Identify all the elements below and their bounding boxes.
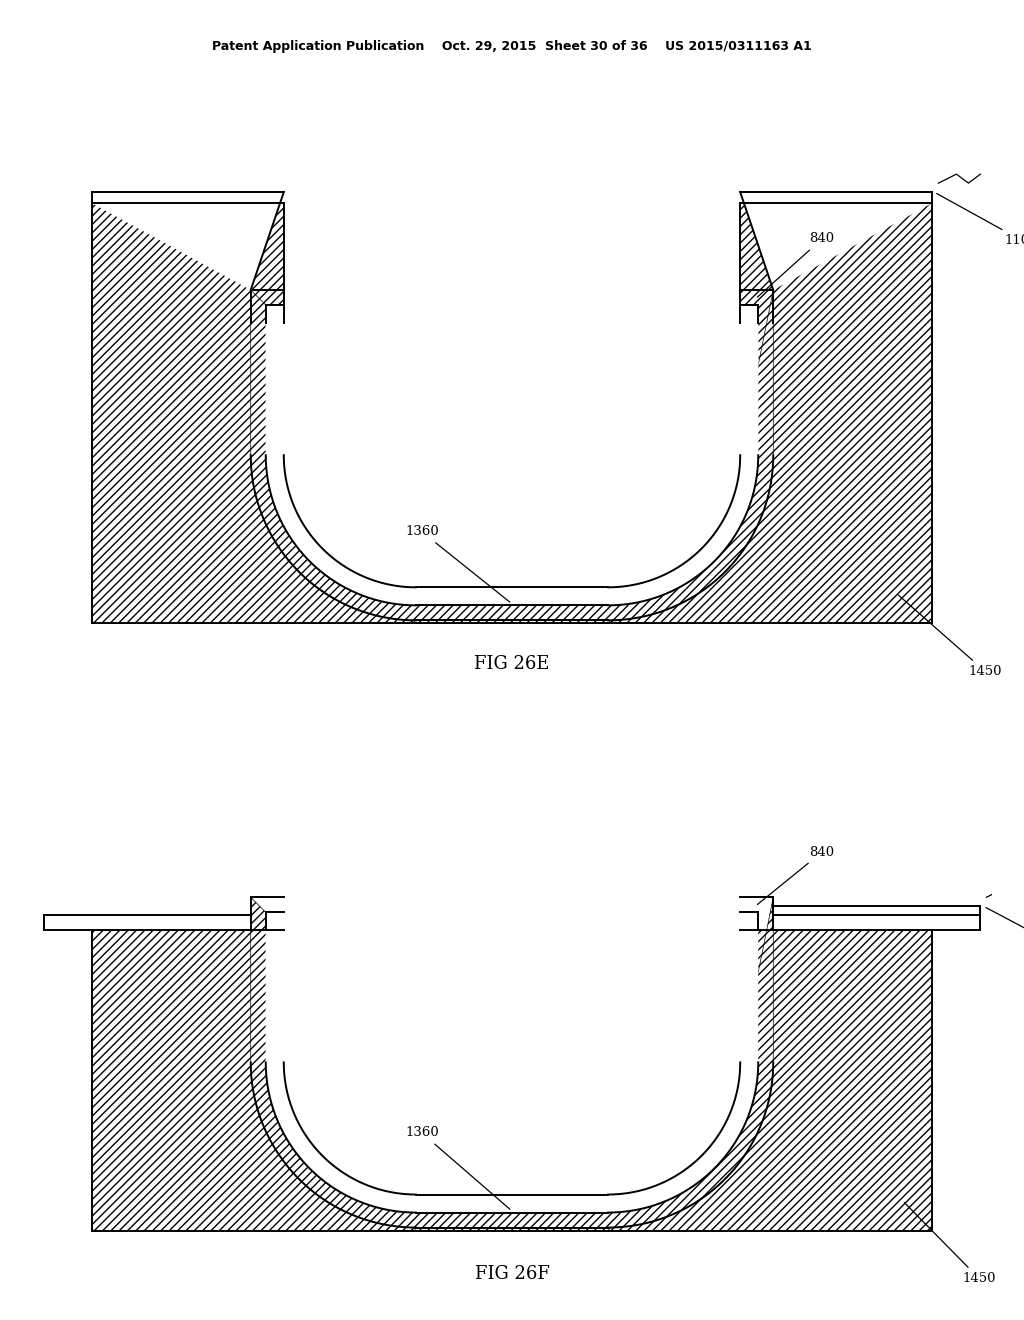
Polygon shape <box>266 305 758 606</box>
Polygon shape <box>773 915 980 931</box>
Text: Patent Application Publication    Oct. 29, 2015  Sheet 30 of 36    US 2015/03111: Patent Application Publication Oct. 29, … <box>212 40 812 53</box>
Polygon shape <box>251 290 773 620</box>
Text: 1450: 1450 <box>898 595 1001 678</box>
Text: 840: 840 <box>758 232 835 297</box>
Text: FIG 26E: FIG 26E <box>474 655 550 673</box>
Polygon shape <box>608 931 933 1230</box>
Polygon shape <box>44 915 251 931</box>
Text: FIG 26F: FIG 26F <box>474 1265 550 1283</box>
Polygon shape <box>91 193 284 290</box>
Text: 1360: 1360 <box>406 525 510 602</box>
Polygon shape <box>608 203 933 623</box>
Text: 840: 840 <box>758 846 835 904</box>
Text: 1450: 1450 <box>904 1203 996 1286</box>
Polygon shape <box>284 1063 740 1230</box>
Polygon shape <box>740 193 933 290</box>
Polygon shape <box>266 305 758 606</box>
Polygon shape <box>266 912 758 1213</box>
Polygon shape <box>91 931 416 1230</box>
Polygon shape <box>251 898 773 1228</box>
Polygon shape <box>91 203 416 623</box>
Polygon shape <box>266 912 758 1213</box>
Text: 1100: 1100 <box>986 908 1024 952</box>
Text: 1100: 1100 <box>937 194 1024 247</box>
Text: 1360: 1360 <box>406 1126 510 1209</box>
Polygon shape <box>284 455 740 623</box>
